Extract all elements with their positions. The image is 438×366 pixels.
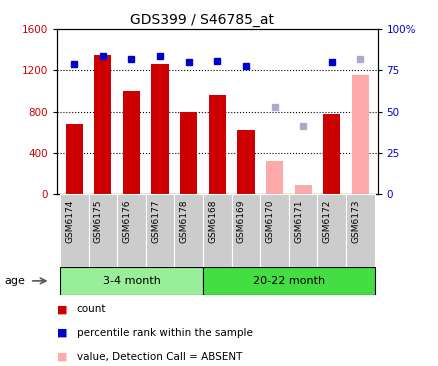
Bar bbox=[351, 75, 368, 194]
Text: percentile rank within the sample: percentile rank within the sample bbox=[77, 328, 252, 338]
Bar bbox=[345, 194, 374, 267]
Text: GSM6172: GSM6172 bbox=[322, 200, 331, 243]
Text: GSM6170: GSM6170 bbox=[265, 200, 274, 243]
Bar bbox=[66, 124, 83, 194]
Text: 3-4 month: 3-4 month bbox=[102, 276, 160, 286]
Bar bbox=[180, 112, 197, 194]
Bar bbox=[208, 95, 226, 194]
Bar bbox=[123, 91, 140, 194]
Text: ■: ■ bbox=[57, 352, 67, 362]
Bar bbox=[60, 267, 202, 295]
Text: GSM6168: GSM6168 bbox=[208, 200, 217, 243]
Bar bbox=[88, 194, 117, 267]
Bar bbox=[145, 194, 174, 267]
Text: 20-22 month: 20-22 month bbox=[252, 276, 324, 286]
Bar bbox=[202, 194, 231, 267]
Bar bbox=[294, 185, 311, 194]
Bar bbox=[260, 194, 288, 267]
Text: GSM6176: GSM6176 bbox=[122, 200, 131, 243]
Text: GSM6178: GSM6178 bbox=[179, 200, 188, 243]
Bar bbox=[317, 194, 345, 267]
Text: GSM6171: GSM6171 bbox=[293, 200, 303, 243]
Bar bbox=[288, 194, 317, 267]
Bar bbox=[151, 64, 168, 194]
Bar bbox=[265, 161, 283, 194]
Text: ■: ■ bbox=[57, 304, 67, 314]
Text: value, Detection Call = ABSENT: value, Detection Call = ABSENT bbox=[77, 352, 242, 362]
Text: count: count bbox=[77, 304, 106, 314]
Bar bbox=[60, 194, 88, 267]
Bar bbox=[202, 267, 374, 295]
Bar bbox=[231, 194, 260, 267]
Text: age: age bbox=[4, 276, 25, 286]
Text: ■: ■ bbox=[57, 328, 67, 338]
Bar bbox=[237, 130, 254, 194]
Text: GSM6173: GSM6173 bbox=[350, 200, 360, 243]
Bar bbox=[117, 194, 145, 267]
Text: GSM6174: GSM6174 bbox=[65, 200, 74, 243]
Bar bbox=[94, 55, 111, 194]
Text: GDS399 / S46785_at: GDS399 / S46785_at bbox=[130, 13, 273, 27]
Text: GSM6177: GSM6177 bbox=[151, 200, 160, 243]
Bar bbox=[322, 114, 339, 194]
Text: GSM6175: GSM6175 bbox=[94, 200, 102, 243]
Text: GSM6169: GSM6169 bbox=[237, 200, 245, 243]
Bar bbox=[174, 194, 202, 267]
